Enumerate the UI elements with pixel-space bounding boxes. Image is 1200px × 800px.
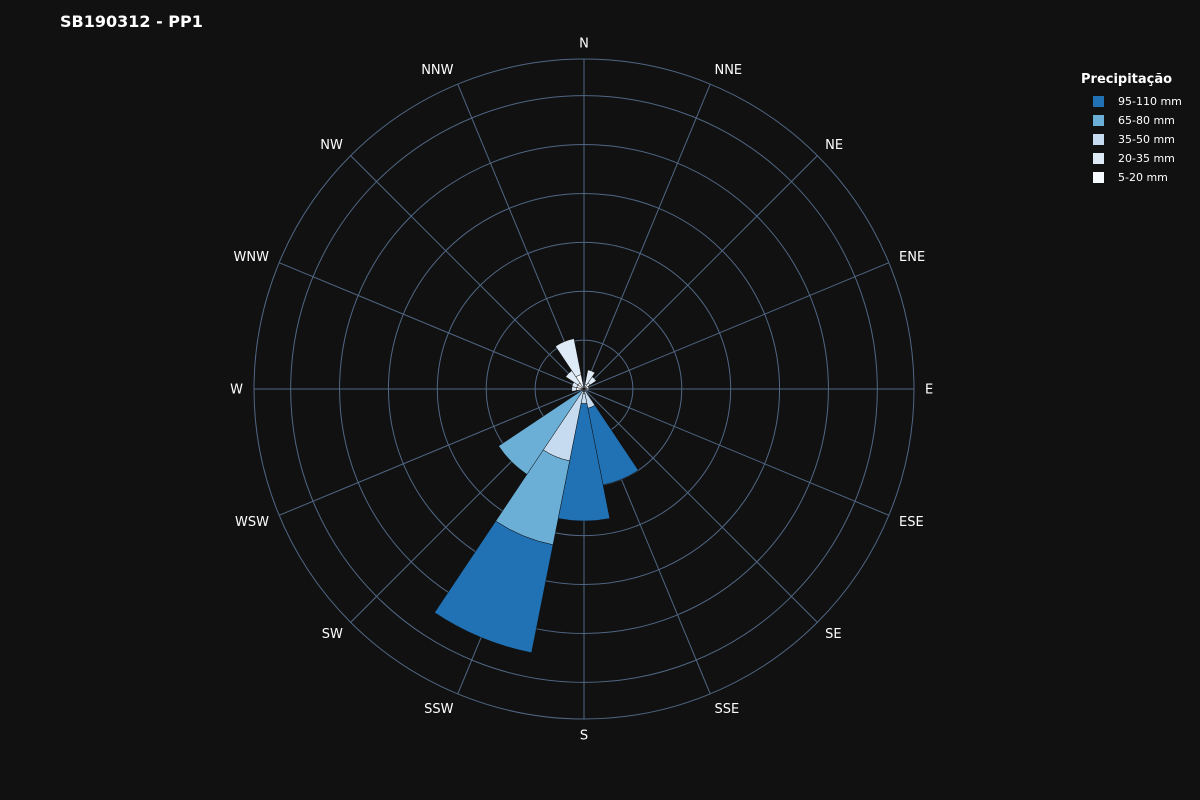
bar-20-35-mm-nnw: [555, 338, 582, 378]
legend-label: 20-35 mm: [1118, 152, 1175, 165]
legend: Precipitação 95-110 mm 65-80 mm 35-50 mm 20…: [1081, 72, 1182, 187]
bar-20-35-mm-nne: [584, 369, 596, 386]
legend-item[interactable]: 20-35 mm: [1081, 149, 1182, 168]
direction-labels: N NNE NE ENE E ESE SE SSE S SSW SW WSW W WNW NW NNW: [230, 37, 933, 744]
angular-gridline: [583, 262, 890, 390]
direction-label-nnw: NNW: [421, 63, 453, 78]
legend-label: 95-110 mm: [1118, 95, 1182, 108]
direction-label-ne: NE: [825, 138, 843, 153]
direction-label-nne: NNE: [714, 63, 742, 78]
chart-title: SB190312 - PP1: [60, 12, 203, 31]
bars: [434, 338, 639, 654]
bar-95-110-mm-s: [557, 403, 611, 522]
legend-item[interactable]: 5-20 mm: [1081, 168, 1182, 187]
angular-gridline: [583, 83, 711, 390]
angular-gridline: [278, 388, 585, 516]
legend-item[interactable]: 65-80 mm: [1081, 111, 1182, 130]
legend-swatch: [1093, 172, 1104, 183]
direction-label-s: S: [580, 729, 588, 744]
legend-item[interactable]: 35-50 mm: [1081, 130, 1182, 149]
angular-gridline: [350, 155, 585, 390]
direction-label-e: E: [925, 383, 933, 398]
angular-gridline: [457, 83, 585, 390]
direction-label-ene: ENE: [899, 250, 925, 265]
bar-65-80-mm-sw: [498, 390, 583, 475]
legend-label: 5-20 mm: [1118, 171, 1168, 184]
direction-label-nw: NW: [320, 138, 343, 153]
bar-95-110-mm-ssw: [434, 520, 554, 654]
legend-title: Precipitação: [1081, 72, 1173, 87]
legend-swatch: [1093, 134, 1104, 145]
legend-swatch: [1093, 115, 1104, 126]
direction-label-sse: SSE: [714, 702, 739, 717]
legend-swatch: [1093, 153, 1104, 164]
direction-label-w: W: [230, 383, 243, 398]
legend-label: 35-50 mm: [1118, 133, 1175, 146]
legend-label: 65-80 mm: [1118, 114, 1175, 127]
bar-20-35-mm-ne: [587, 376, 597, 386]
angular-gridline: [278, 262, 585, 390]
direction-label-n: N: [579, 37, 589, 52]
direction-label-wsw: WSW: [235, 515, 269, 530]
bar-5-20-mm-e: [583, 387, 590, 391]
angular-gridline: [583, 388, 818, 623]
angular-gridline: [583, 388, 890, 516]
legend-item[interactable]: 95-110 mm: [1081, 92, 1182, 111]
direction-label-ese: ESE: [899, 515, 924, 530]
direction-label-ssw: SSW: [424, 702, 454, 717]
direction-label-se: SE: [825, 627, 841, 642]
polar-boundary: [253, 58, 915, 720]
legend-swatch: [1093, 96, 1104, 107]
legend-items: 95-110 mm 65-80 mm 35-50 mm 20-35 mm 5-20 mm: [1081, 92, 1182, 187]
direction-label-sw: SW: [322, 627, 343, 642]
polar-grid: [253, 58, 915, 720]
angular-gridline: [583, 155, 818, 390]
direction-label-wnw: WNW: [234, 250, 270, 265]
